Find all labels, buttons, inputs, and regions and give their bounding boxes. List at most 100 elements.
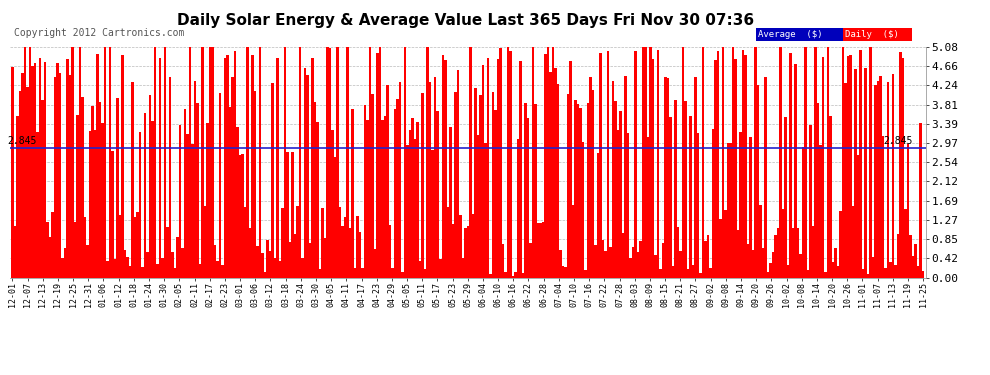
Bar bbox=[451, 225, 454, 278]
Bar bbox=[787, 265, 789, 278]
Bar bbox=[756, 28, 843, 41]
Bar bbox=[26, 87, 29, 278]
Bar bbox=[627, 134, 630, 278]
Bar bbox=[835, 248, 837, 278]
Bar bbox=[872, 257, 874, 278]
Bar bbox=[717, 51, 719, 278]
Bar bbox=[507, 47, 509, 278]
Bar bbox=[371, 94, 374, 278]
Bar bbox=[669, 117, 671, 278]
Bar bbox=[759, 205, 761, 278]
Bar bbox=[584, 270, 587, 278]
Bar bbox=[905, 209, 907, 278]
Bar bbox=[449, 127, 451, 278]
Bar bbox=[897, 234, 899, 278]
Bar bbox=[512, 276, 514, 278]
Bar bbox=[422, 93, 424, 278]
Bar bbox=[587, 103, 589, 278]
Bar bbox=[139, 132, 142, 278]
Bar bbox=[735, 59, 737, 278]
Bar bbox=[109, 47, 111, 278]
Bar bbox=[799, 255, 802, 278]
Text: Average  ($): Average ($) bbox=[758, 30, 823, 39]
Bar bbox=[722, 47, 725, 278]
Bar bbox=[556, 84, 559, 278]
Bar bbox=[604, 251, 607, 278]
Bar bbox=[599, 53, 602, 278]
Bar bbox=[101, 123, 104, 278]
Bar bbox=[917, 266, 920, 278]
Bar bbox=[589, 76, 592, 278]
Bar bbox=[594, 245, 597, 278]
Bar bbox=[211, 47, 214, 278]
Bar bbox=[68, 75, 71, 278]
Bar bbox=[469, 47, 471, 278]
Bar bbox=[153, 47, 156, 278]
Bar bbox=[404, 47, 407, 278]
Bar bbox=[332, 130, 334, 278]
Bar bbox=[219, 93, 222, 278]
Bar bbox=[386, 85, 389, 278]
Bar bbox=[261, 253, 264, 278]
Bar bbox=[622, 233, 624, 278]
Bar bbox=[394, 109, 396, 278]
Bar bbox=[299, 47, 301, 278]
Bar bbox=[674, 100, 677, 278]
Bar bbox=[446, 207, 449, 278]
Bar bbox=[509, 51, 512, 278]
Bar bbox=[709, 268, 712, 278]
Bar bbox=[772, 252, 774, 278]
Bar bbox=[825, 272, 827, 278]
Bar bbox=[234, 51, 237, 278]
Bar bbox=[744, 55, 746, 278]
Bar bbox=[89, 131, 91, 278]
Bar bbox=[479, 95, 481, 278]
Bar bbox=[494, 110, 497, 278]
Bar bbox=[830, 116, 832, 278]
Bar bbox=[732, 47, 735, 278]
Bar bbox=[471, 214, 474, 278]
Bar bbox=[476, 135, 479, 278]
Bar bbox=[329, 48, 332, 278]
Bar bbox=[566, 94, 569, 278]
Bar bbox=[564, 267, 566, 278]
Bar bbox=[121, 56, 124, 278]
Bar bbox=[687, 269, 689, 278]
Bar bbox=[910, 235, 912, 278]
Bar bbox=[854, 69, 856, 278]
Bar bbox=[414, 139, 417, 278]
Bar bbox=[651, 58, 654, 278]
Bar bbox=[106, 261, 109, 278]
Bar bbox=[486, 58, 489, 278]
Bar bbox=[34, 63, 37, 278]
Bar bbox=[915, 244, 917, 278]
Bar bbox=[635, 51, 637, 278]
Bar bbox=[339, 207, 342, 278]
Bar bbox=[444, 60, 446, 278]
Bar bbox=[399, 82, 402, 278]
Bar bbox=[296, 206, 299, 278]
Bar bbox=[702, 47, 704, 278]
Bar bbox=[314, 102, 317, 278]
Bar bbox=[374, 249, 376, 278]
Bar bbox=[317, 122, 319, 278]
Bar bbox=[481, 65, 484, 278]
Bar bbox=[76, 115, 79, 278]
Bar bbox=[632, 247, 635, 278]
Bar bbox=[337, 47, 339, 278]
Bar bbox=[540, 224, 542, 278]
Bar bbox=[251, 55, 253, 278]
Bar bbox=[682, 47, 684, 278]
Bar bbox=[727, 142, 730, 278]
Bar bbox=[774, 235, 777, 278]
Bar bbox=[730, 143, 732, 278]
Bar bbox=[797, 228, 799, 278]
Bar bbox=[359, 232, 361, 278]
Bar bbox=[11, 67, 14, 278]
Bar bbox=[456, 70, 459, 278]
Bar bbox=[91, 106, 94, 278]
Bar bbox=[171, 252, 174, 278]
Bar bbox=[459, 215, 461, 278]
Bar bbox=[489, 274, 492, 278]
Bar bbox=[689, 116, 692, 278]
